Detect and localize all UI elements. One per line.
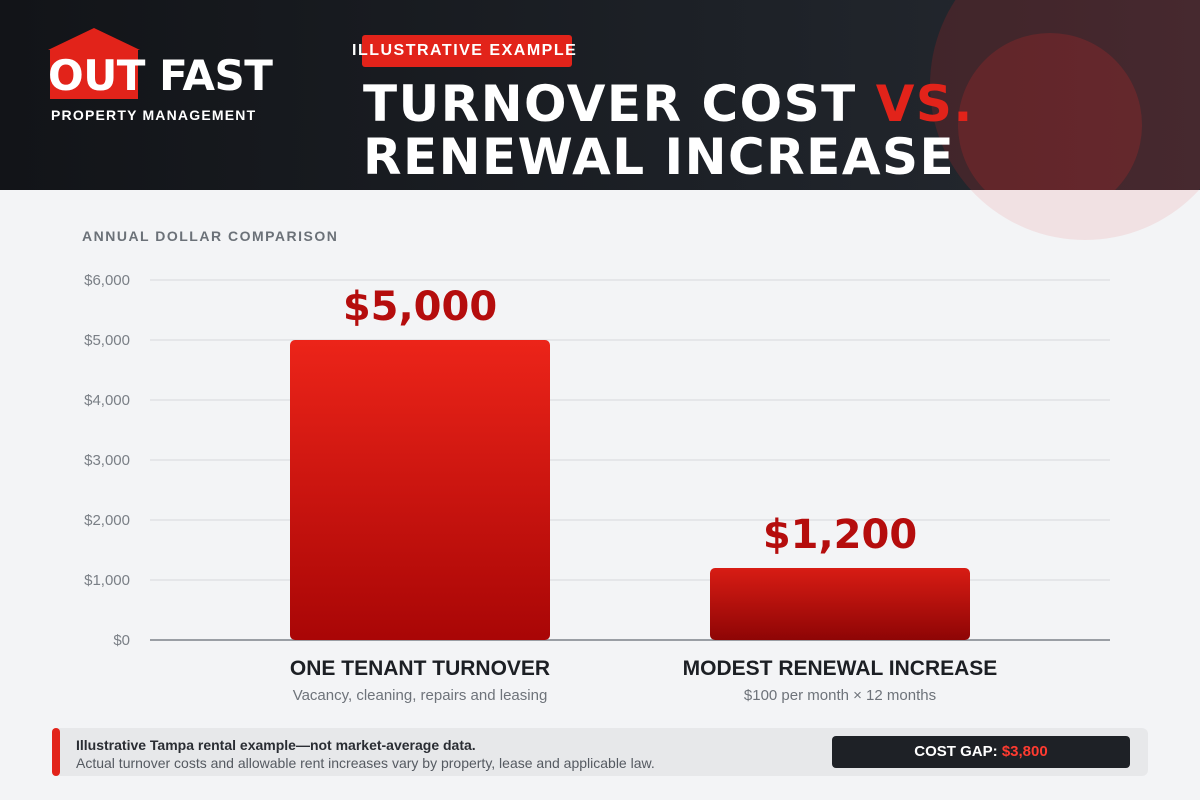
tag-label: ILLUSTRATIVE EXAMPLE (352, 42, 578, 59)
brand-tagline: PROPERTY MANAGEMENT (51, 107, 257, 123)
y-tick-label: $3,000 (84, 452, 130, 469)
category-label: MODEST RENEWAL INCREASE (683, 657, 998, 680)
y-tick-label: $2,000 (84, 512, 130, 529)
cost-gap-badge: COST GAP: $3,800 (832, 736, 1130, 768)
footer-accent-bar (52, 728, 60, 776)
brand-logo: OUT FAST PROPERTY MANAGEMENT (46, 28, 276, 128)
disclaimer-footer: Illustrative Tampa rental example—not ma… (52, 728, 1148, 776)
brand-name: OUT FAST (48, 51, 273, 100)
y-tick-label: $4,000 (84, 392, 130, 409)
decorative-circle-outer (930, 0, 1200, 190)
disclaimer-headline: Illustrative Tampa rental example—not ma… (76, 737, 476, 753)
title-line-2: RENEWAL INCREASE (363, 128, 956, 186)
bar-chart: $0 $1,000 $2,000 $3,000 $4,000 $5,000 $6,000 $5… (84, 272, 1110, 704)
y-tick-label: $5,000 (84, 332, 130, 349)
category-note: $100 per month × 12 months (744, 687, 936, 704)
bar (290, 340, 550, 640)
header-banner: OUT FAST PROPERTY MANAGEMENT ILLUSTRATIV… (0, 0, 1200, 190)
category-note: Vacancy, cleaning, repairs and leasing (293, 687, 548, 704)
title-vs: VS. (875, 75, 974, 133)
title-line-1: TURNOVER COST VS. (363, 78, 974, 131)
decorative-circle-inner (958, 33, 1142, 190)
logo-red-block (50, 49, 138, 99)
illustrative-tag: ILLUSTRATIVE EXAMPLE (352, 33, 576, 68)
cost-gap-value: $3,800 (1001, 743, 1048, 760)
category-label: ONE TENANT TURNOVER (290, 657, 550, 680)
y-tick-label: $0 (113, 632, 130, 649)
disclaimer-detail: Actual turnover costs and allowable rent… (76, 755, 655, 771)
bar-value-label: $1,200 (763, 512, 917, 558)
y-tick-label: $6,000 (84, 272, 130, 289)
cost-gap-label: COST GAP: (914, 743, 998, 760)
tag-background (362, 35, 572, 67)
y-tick-label: $1,000 (84, 572, 130, 589)
title-turnover: TURNOVER COST (363, 75, 857, 133)
chart-title: ANNUAL DOLLAR COMPARISON (82, 228, 339, 244)
house-roof-icon (48, 28, 140, 50)
page-title: TURNOVER COST VS. RENEWAL INCREASE (363, 78, 974, 184)
bar-value-label: $5,000 (343, 284, 497, 330)
bar (710, 568, 970, 640)
